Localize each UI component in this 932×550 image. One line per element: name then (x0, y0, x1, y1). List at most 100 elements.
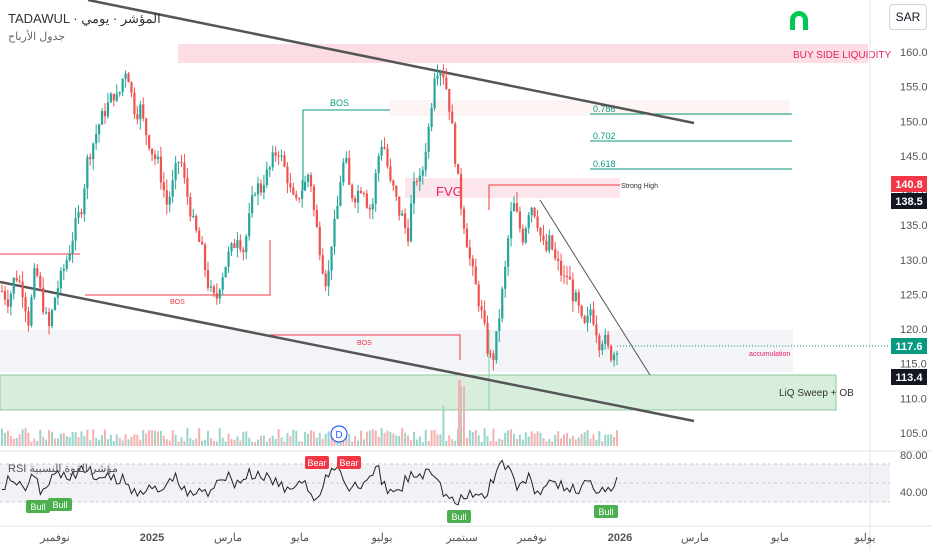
volume-bar (616, 430, 618, 446)
volume-bar (563, 434, 566, 446)
channel-lower-line (0, 280, 695, 423)
volume-bar (162, 435, 165, 446)
candle-body (330, 246, 333, 271)
candle-body (233, 243, 236, 248)
candle-body (227, 251, 230, 267)
candle-body (80, 212, 83, 215)
candle-body (451, 111, 454, 124)
volume-bar (3, 432, 6, 446)
volume-bar (80, 431, 83, 446)
volume-bar (298, 441, 301, 446)
volume-bar (154, 430, 157, 446)
candle-body (615, 353, 619, 355)
volume-bar (239, 440, 242, 446)
volume-bar (424, 429, 427, 446)
candle-body (289, 183, 292, 188)
candle-body (177, 162, 180, 164)
price-label-value: 117.6 (896, 341, 923, 353)
candle-body (551, 235, 554, 250)
volume-bar (277, 429, 280, 446)
candle-body (56, 288, 60, 298)
time-axis-label: مارس (681, 532, 709, 544)
candle-body (536, 216, 539, 229)
time-axis-label: نوفمبر (516, 532, 547, 544)
candle-body (83, 188, 86, 215)
volume-bar (312, 431, 315, 446)
volume-bar (407, 435, 410, 446)
candle-body (224, 266, 227, 278)
candle-body (356, 190, 360, 203)
volume-bar (77, 437, 80, 446)
candle-body (583, 316, 586, 323)
volume-bar (458, 380, 461, 446)
volume-bar (186, 428, 189, 446)
candle-body (200, 241, 204, 245)
channel-upper-line (87, 0, 695, 125)
candle-body (301, 190, 304, 199)
candle-body (192, 216, 195, 218)
volume-bar (430, 430, 433, 446)
volume-bar (209, 438, 212, 446)
volume-bar (545, 441, 548, 446)
candle-body (142, 104, 145, 119)
candle-body (489, 353, 492, 355)
candle-body (174, 163, 177, 181)
candle-body (218, 289, 221, 299)
candle-body (215, 293, 218, 299)
candle-body (448, 88, 451, 112)
candle-body (9, 293, 12, 307)
volume-bar (301, 441, 304, 446)
volume-bar (586, 429, 589, 446)
candle-body (477, 284, 480, 307)
candle-body (203, 244, 207, 271)
candle-body (365, 193, 368, 208)
signal-badge (447, 510, 471, 523)
candle-body (589, 309, 592, 316)
candle-body (480, 306, 483, 311)
symbol-title[interactable]: TADAWUL · المؤشر · يومي (8, 11, 161, 26)
signal-badge-label: Bull (451, 512, 466, 522)
candle-body (554, 249, 557, 259)
time-axis-label: مارس (214, 532, 242, 544)
volume-bar (33, 438, 36, 446)
volume-bar (206, 430, 209, 446)
candle-body (501, 288, 504, 319)
volume-bar (30, 441, 33, 446)
earnings-schedule-label[interactable]: جدول الأرباح (8, 31, 66, 43)
candle-body (256, 183, 260, 195)
candle-body (459, 174, 463, 209)
candle-body (259, 183, 263, 193)
volume-bar (212, 440, 215, 446)
candle-body (153, 154, 157, 160)
volume-bar (498, 438, 501, 446)
bos-line-red (270, 334, 461, 360)
candle-body (198, 230, 201, 242)
bos-label: BOS (170, 299, 185, 306)
candle-body (504, 266, 507, 289)
volume-bar (262, 435, 265, 446)
candle-body (521, 228, 524, 243)
volume-bar (607, 434, 610, 446)
volume-bar (171, 430, 174, 446)
volume-bar (589, 438, 592, 446)
volume-bar (571, 435, 574, 446)
volume-bar (124, 434, 127, 446)
volume-bar (177, 441, 180, 446)
candle-body (115, 93, 118, 101)
volume-bar (183, 441, 186, 446)
liq-sweep-ob-zone (0, 374, 837, 411)
volume-bar (112, 441, 115, 446)
volume-bar (201, 440, 204, 446)
volume-bar (595, 439, 598, 446)
volume-bar (65, 435, 68, 446)
candle-body (89, 157, 92, 160)
volume-bar (106, 439, 109, 446)
volume-bar (568, 438, 571, 446)
volume-bar (410, 440, 413, 446)
volume-bar (304, 431, 307, 446)
volume-bar (245, 431, 248, 446)
currency-button[interactable]: SAR (889, 4, 927, 30)
volume-bar (271, 435, 274, 446)
volume-bar (68, 436, 71, 446)
